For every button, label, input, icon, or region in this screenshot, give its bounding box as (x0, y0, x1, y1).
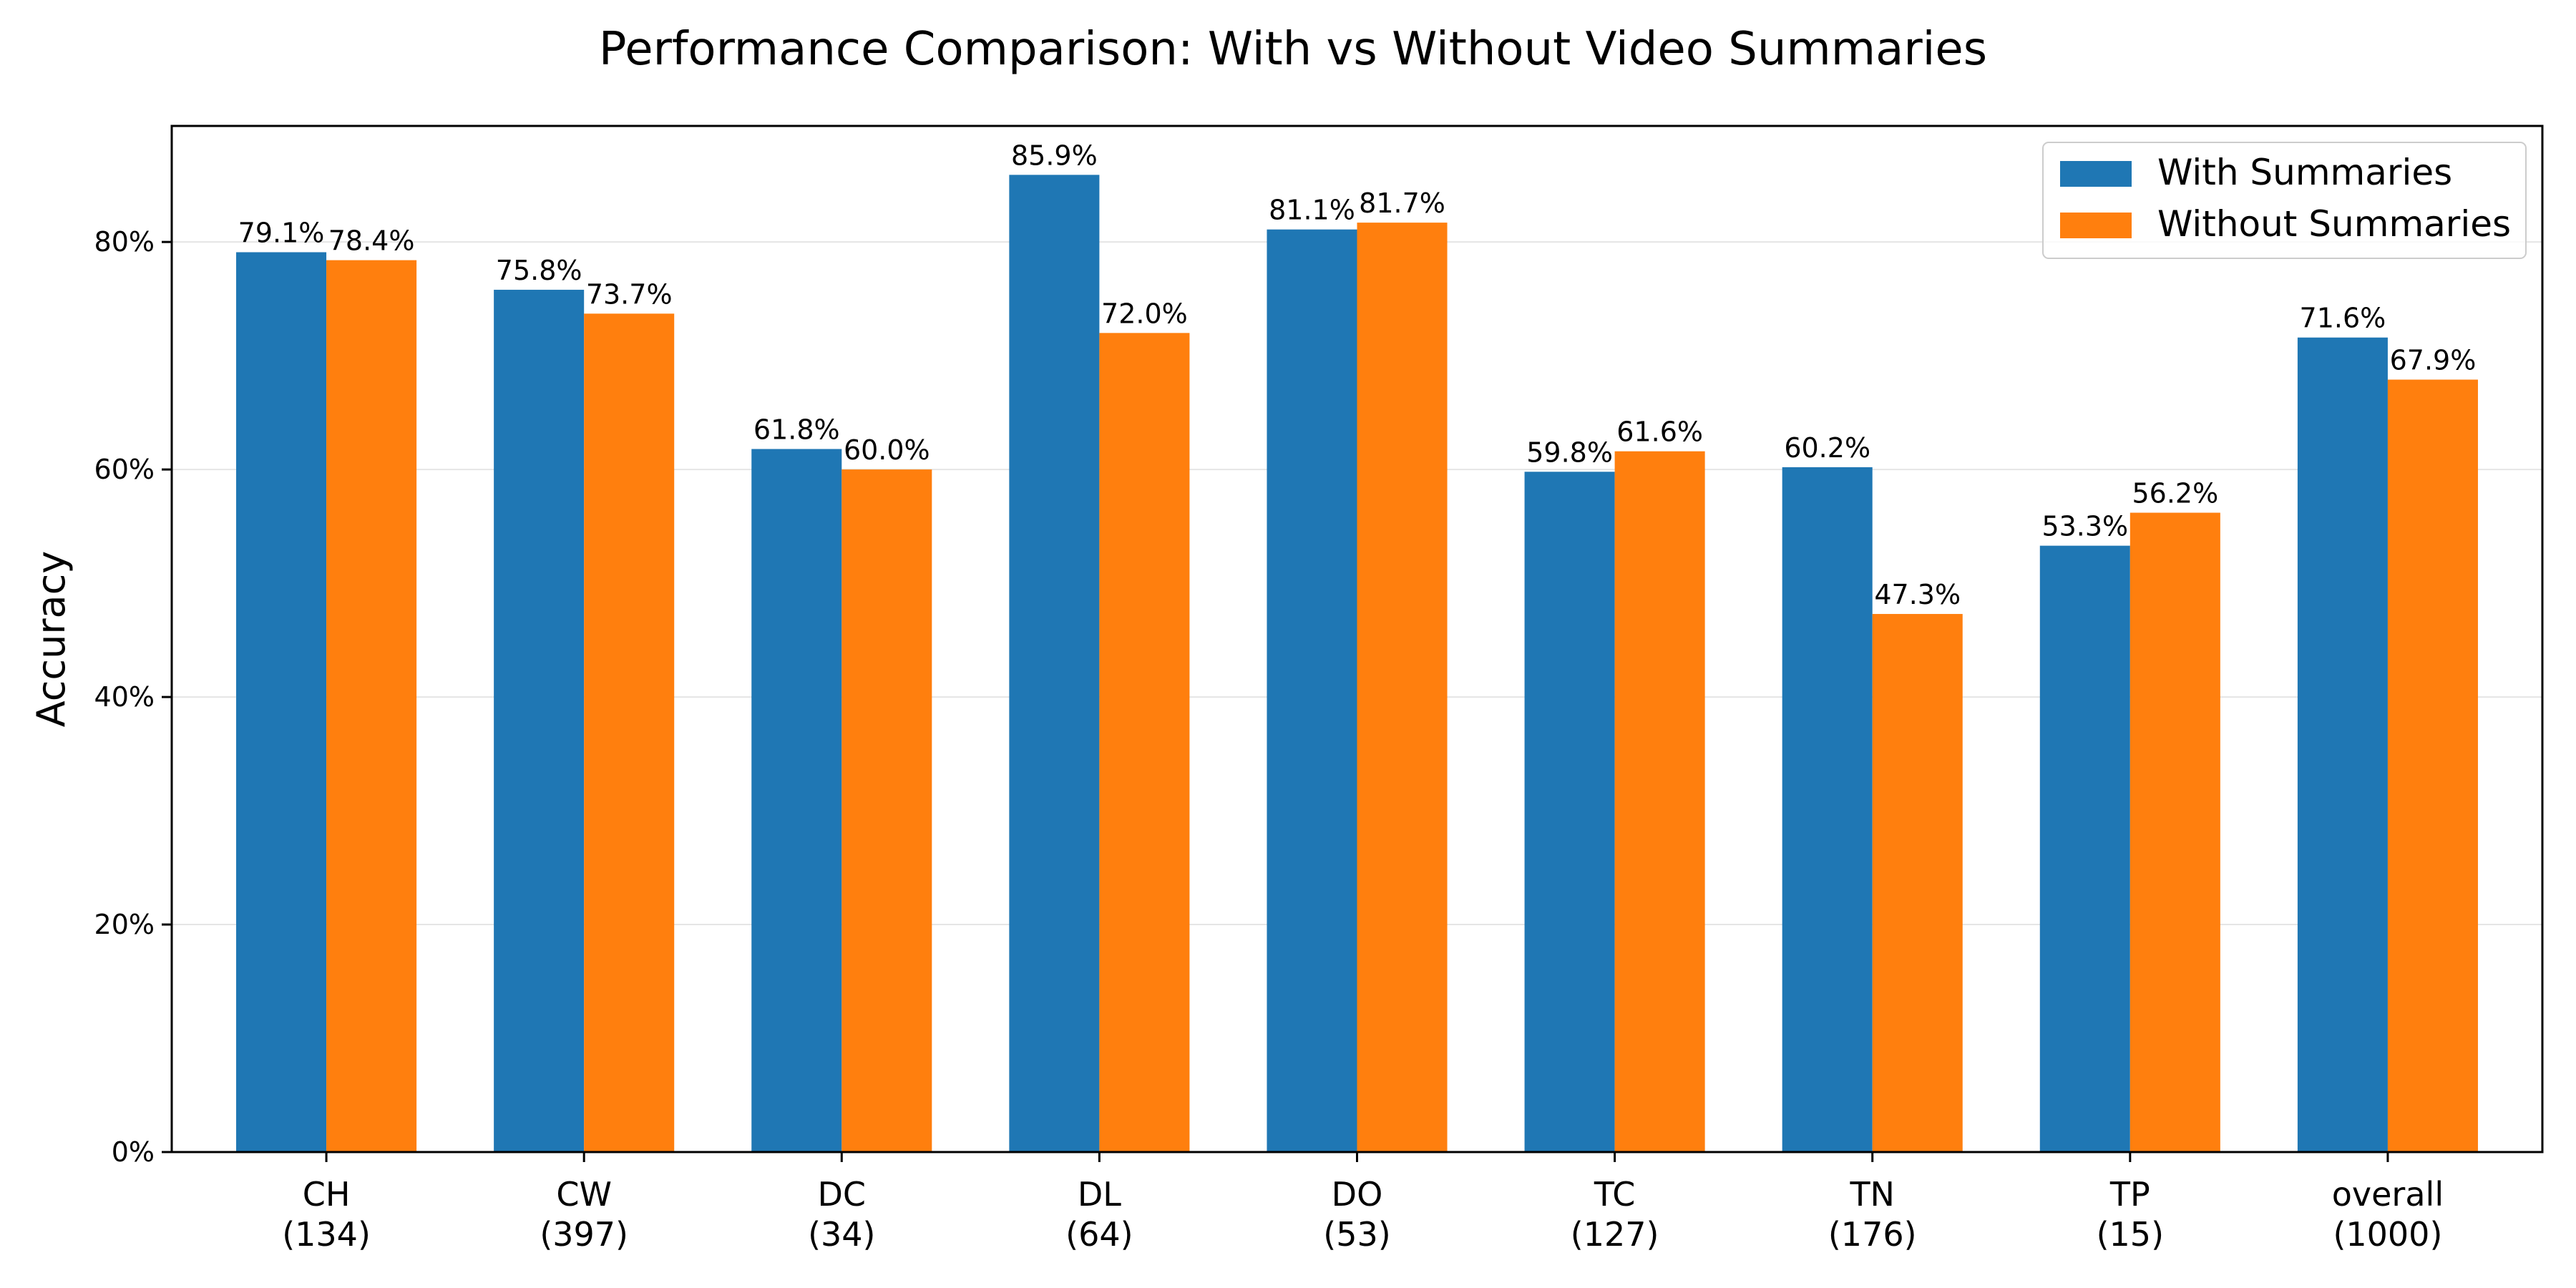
bar-value-label: 81.1% (1269, 195, 1355, 226)
y-tick-label: 20% (94, 909, 155, 940)
bar-without-summaries (1357, 223, 1448, 1152)
x-tick-label: TC (1594, 1175, 1636, 1214)
x-tick-label: TN (1849, 1175, 1895, 1214)
x-tick-count: (64) (1065, 1215, 1133, 1254)
bar-without-summaries (1099, 333, 1190, 1152)
legend-entry: With Summaries (2157, 152, 2452, 193)
bar-without-summaries (1872, 614, 1963, 1152)
y-tick-label: 60% (94, 454, 155, 485)
legend-box (2042, 142, 2527, 259)
bar-value-label: 85.9% (1011, 140, 1098, 171)
bar-value-label: 79.1% (238, 217, 325, 248)
bar-value-label: 53.3% (2041, 511, 2128, 542)
bar-with-summaries (1782, 467, 1873, 1152)
y-tick-label: 40% (94, 681, 155, 713)
bar-with-summaries (236, 252, 327, 1153)
legend: With Summaries Without Summaries (2042, 142, 2527, 259)
legend-entry: Without Summaries (2157, 203, 2511, 245)
bar-with-summaries (751, 449, 842, 1152)
x-tick-count: (397) (540, 1215, 628, 1254)
bar-value-label: 67.9% (2390, 345, 2477, 376)
x-tick-label: DO (1332, 1175, 1383, 1214)
x-axis-ticks: CH(134) CW(397) DC(34) DL(64) DO(53) TC(127) T… (282, 1152, 2444, 1254)
x-tick-label: DC (818, 1175, 867, 1214)
bar-value-label: 78.4% (328, 225, 415, 257)
x-tick-count: (53) (1323, 1215, 1390, 1254)
bar-value-label: 72.0% (1101, 298, 1188, 329)
bar-with-summaries (1009, 175, 1100, 1152)
bar-value-label: 71.6% (2300, 303, 2386, 334)
chart-title: Performance Comparison: With vs Without … (599, 23, 1987, 76)
x-tick-label: TP (2109, 1175, 2150, 1214)
bar-value-label: 56.2% (2132, 478, 2218, 509)
bar-with-summaries (1524, 472, 1615, 1152)
legend-swatch (2060, 161, 2132, 187)
bar-with-summaries (2039, 545, 2130, 1152)
bar-without-summaries (2129, 512, 2220, 1152)
bar-without-summaries (326, 260, 417, 1153)
x-tick-count: (34) (808, 1215, 875, 1254)
bar-with-summaries (1267, 229, 1357, 1152)
x-tick-label: overall (2332, 1175, 2444, 1214)
x-tick-count: (127) (1571, 1215, 1659, 1254)
value-labels: 79.1% 75.8% 61.8% 85.9% 81.1% 59.8% 60.2% 53.3%… (238, 140, 2477, 610)
bar-value-label: 73.7% (586, 278, 673, 310)
y-axis-label: Accuracy (29, 551, 74, 728)
bar-value-label: 61.6% (1616, 416, 1703, 448)
x-tick-count: (15) (2097, 1215, 2164, 1254)
legend-swatch (2060, 213, 2132, 238)
bar-value-label: 60.2% (1784, 432, 1870, 464)
bar-without-summaries (1614, 451, 1705, 1152)
bar-value-label: 81.7% (1359, 187, 1445, 219)
x-tick-count: (134) (282, 1215, 371, 1254)
x-tick-count: (176) (1828, 1215, 1917, 1254)
bar-value-label: 59.8% (1526, 436, 1613, 468)
y-tick-label: 0% (112, 1136, 155, 1168)
bar-value-label: 60.0% (844, 434, 930, 466)
bar-with-summaries (494, 289, 585, 1152)
x-tick-count: (1000) (2333, 1215, 2442, 1254)
y-axis-ticks: 0% 20% 40% 60% 80% (94, 226, 172, 1168)
x-tick-label: DL (1078, 1175, 1121, 1214)
bar-value-label: 47.3% (1874, 579, 1961, 610)
bar-without-summaries (2387, 379, 2478, 1152)
y-tick-label: 80% (94, 226, 155, 258)
bar-with-summaries (2297, 337, 2388, 1152)
x-tick-label: CW (556, 1175, 612, 1214)
bar-without-summaries (584, 313, 675, 1152)
x-tick-label: CH (303, 1175, 351, 1214)
bar-without-summaries (841, 469, 932, 1152)
bars (236, 175, 2478, 1153)
bar-value-label: 61.8% (753, 414, 840, 446)
bar-value-label: 75.8% (496, 255, 582, 286)
